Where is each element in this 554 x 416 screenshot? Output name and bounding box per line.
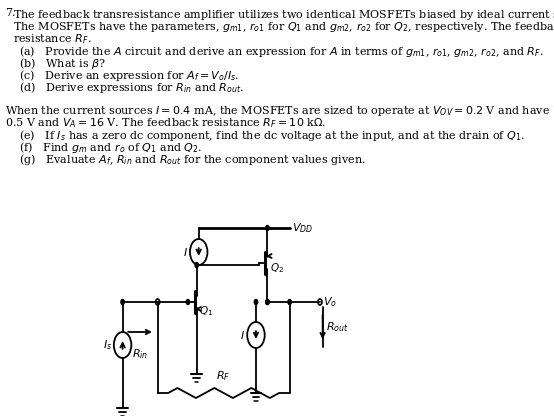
Text: $V_o$: $V_o$ bbox=[324, 295, 337, 309]
Text: $I_s$: $I_s$ bbox=[102, 338, 112, 352]
Text: When the current sources $I = 0.4$ mA, the MOSFETs are sized to operate at $V_{O: When the current sources $I = 0.4$ mA, t… bbox=[5, 104, 554, 118]
Text: (g)   Evaluate $A_f$, $R_{in}$ and $R_{out}$ for the component values given.: (g) Evaluate $A_f$, $R_{in}$ and $R_{out… bbox=[19, 152, 366, 167]
Circle shape bbox=[121, 300, 124, 305]
Text: (a)   Provide the $A$ circuit and derive an expression for $A$ in terms of $g_{m: (a) Provide the $A$ circuit and derive a… bbox=[19, 44, 543, 59]
Text: $R_{in}$: $R_{in}$ bbox=[132, 347, 148, 361]
Text: $Q_2$: $Q_2$ bbox=[270, 261, 284, 275]
Circle shape bbox=[266, 300, 269, 305]
Text: resistance $R_F$.: resistance $R_F$. bbox=[13, 32, 92, 46]
Text: $V_{DD}$: $V_{DD}$ bbox=[293, 221, 314, 235]
Text: $I$: $I$ bbox=[183, 246, 188, 258]
Circle shape bbox=[254, 300, 258, 305]
Text: $Q_1$: $Q_1$ bbox=[199, 304, 213, 318]
Text: The MOSFETs have the parameters, $g_{m1}$, $r_{o1}$ for $Q_1$ and $g_{m2}$, $r_{: The MOSFETs have the parameters, $g_{m1}… bbox=[13, 20, 554, 34]
Circle shape bbox=[266, 300, 269, 305]
Text: $R_F$: $R_F$ bbox=[217, 369, 231, 383]
Circle shape bbox=[288, 300, 291, 305]
Text: $R_{out}$: $R_{out}$ bbox=[326, 320, 348, 334]
Text: (f)   Find $g_m$ and $r_o$ of $Q_1$ and $Q_2$.: (f) Find $g_m$ and $r_o$ of $Q_1$ and $Q… bbox=[19, 140, 202, 155]
Circle shape bbox=[195, 262, 198, 267]
Text: (c)   Derive an expression for $A_f = V_o/I_s$.: (c) Derive an expression for $A_f = V_o/… bbox=[19, 68, 239, 83]
Text: The feedback transresistance amplifier utilizes two identical MOSFETs biased by : The feedback transresistance amplifier u… bbox=[13, 8, 554, 22]
Text: (d)   Derive expressions for $R_{in}$ and $R_{out}$.: (d) Derive expressions for $R_{in}$ and … bbox=[19, 80, 244, 95]
Text: 7.: 7. bbox=[5, 8, 15, 18]
Text: 0.5 V and $V_A = 16$ V. The feedback resistance $R_F = 10$ k$\Omega$.: 0.5 V and $V_A = 16$ V. The feedback res… bbox=[5, 116, 326, 130]
Text: $I$: $I$ bbox=[240, 329, 245, 341]
Text: (e)   If $I_s$ has a zero dc component, find the dc voltage at the input, and at: (e) If $I_s$ has a zero dc component, fi… bbox=[19, 128, 525, 143]
Circle shape bbox=[266, 225, 269, 230]
Circle shape bbox=[186, 300, 189, 305]
Text: (b)   What is $\beta$?: (b) What is $\beta$? bbox=[19, 56, 106, 71]
